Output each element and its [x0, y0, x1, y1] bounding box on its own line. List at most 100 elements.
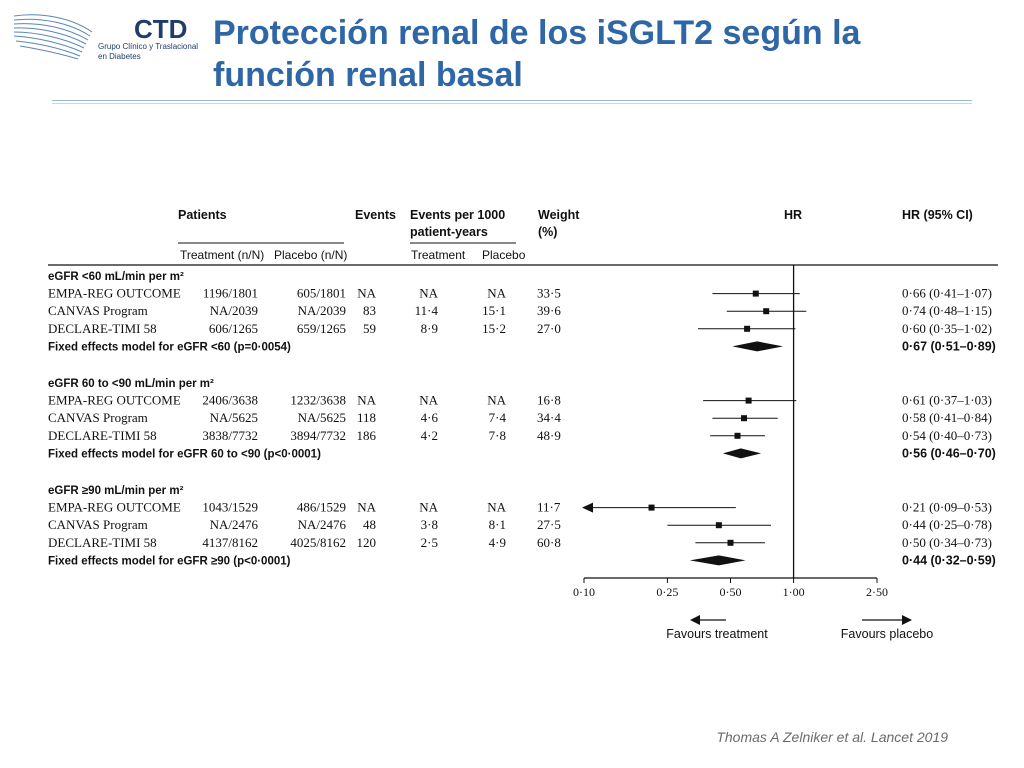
cell-treatment: 4137/8162	[202, 535, 258, 550]
arrow-left-icon	[690, 615, 700, 625]
cell-ep-placebo: NA	[487, 286, 506, 301]
header-weight: Weight	[538, 208, 580, 222]
study-name: CANVAS Program	[48, 303, 148, 318]
cell-placebo: 486/1529	[297, 500, 346, 515]
x-tick-label: 0·50	[720, 585, 742, 599]
cell-weight: 27·0	[537, 321, 561, 336]
hr-point	[648, 504, 655, 511]
cell-ep-treatment: 4·2	[421, 428, 438, 443]
cell-hr-ci: 0·66 (0·41–1·07)	[902, 286, 992, 301]
cell-ep-placebo: 15·2	[482, 321, 506, 336]
cell-events: NA	[357, 393, 376, 408]
cell-placebo: 3894/7732	[290, 428, 346, 443]
cell-events: NA	[357, 500, 376, 515]
cell-ep-treatment: 11·4	[415, 303, 439, 318]
cell-ep-treatment: 2·5	[421, 535, 438, 550]
pooled-label: Fixed effects model for eGFR <60 (p=0·00…	[48, 341, 291, 353]
logo-swoosh-icon	[13, 14, 93, 60]
cell-treatment: 1196/1801	[203, 286, 258, 301]
cell-ep-placebo: 7·8	[489, 428, 506, 443]
header-events-per-1000: Events per 1000	[410, 208, 505, 222]
cell-ep-treatment: 4·6	[421, 410, 439, 425]
favours-placebo-label: Favours placebo	[841, 627, 933, 641]
x-tick-label: 0·10	[573, 585, 595, 599]
cell-hr-ci: 0·58 (0·41–0·84)	[902, 410, 992, 425]
header-placebo: Placebo (n/N)	[274, 248, 347, 262]
cell-hr-ci: 0·44 (0·25–0·78)	[902, 517, 992, 532]
cell-ep-placebo: NA	[487, 500, 506, 515]
cell-events: 59	[363, 321, 376, 336]
logo-subtitle-2: en Diabetes	[98, 52, 141, 61]
citation: Thomas A Zelniker et al. Lancet 2019	[716, 729, 948, 745]
subgroup-label: eGFR <60 mL/min per m²	[48, 271, 184, 283]
cell-hr-ci: 0·60 (0·35–1·02)	[902, 321, 992, 336]
pooled-label: Fixed effects model for eGFR ≥90 (p<0·00…	[48, 555, 291, 567]
header-patients: Patients	[178, 208, 227, 222]
study-name: DECLARE-TIMI 58	[48, 428, 157, 443]
cell-placebo: NA/2476	[298, 517, 347, 532]
title-divider-secondary	[52, 103, 972, 104]
cell-weight: 39·6	[537, 303, 561, 318]
cell-ep-placebo: 7·4	[489, 410, 507, 425]
ctd-logo: CTD Grupo Clínico y Traslacional en Diab…	[13, 14, 198, 61]
header-ep-placebo: Placebo	[482, 248, 526, 262]
cell-weight: 16·8	[537, 393, 561, 408]
cell-weight: 27·5	[537, 517, 561, 532]
cell-treatment: 3838/7732	[202, 428, 258, 443]
study-name: DECLARE-TIMI 58	[48, 535, 157, 550]
cell-treatment: 606/1265	[209, 321, 258, 336]
hr-point	[734, 432, 741, 439]
header-patient-years: patient-years	[410, 225, 488, 239]
cell-treatment: 2406/3638	[202, 393, 258, 408]
cell-ep-treatment: NA	[419, 286, 438, 301]
pooled-hr-ci: 0·56 (0·46–0·70)	[902, 446, 996, 460]
cell-events: 48	[363, 517, 376, 532]
cell-ep-placebo: NA	[487, 393, 506, 408]
hr-point	[727, 539, 734, 546]
cell-events: 120	[357, 535, 377, 550]
subgroup-label: eGFR ≥90 mL/min per m²	[48, 485, 184, 497]
cell-hr-ci: 0·74 (0·48–1·15)	[902, 303, 992, 318]
hr-point	[745, 397, 752, 404]
pooled-diamond	[732, 341, 783, 352]
cell-hr-ci: 0·61 (0·37–1·03)	[902, 393, 992, 408]
ci-arrow-left	[582, 502, 593, 513]
hr-point	[715, 522, 722, 529]
pooled-diamond	[722, 448, 762, 459]
cell-placebo: 605/1801	[297, 286, 346, 301]
hr-point	[763, 308, 770, 315]
study-name: EMPA-REG OUTCOME	[48, 286, 181, 301]
study-name: DECLARE-TIMI 58	[48, 321, 157, 336]
logo-text: CTD	[134, 14, 187, 44]
study-name: EMPA-REG OUTCOME	[48, 500, 181, 515]
hr-point	[744, 325, 751, 332]
cell-ep-treatment: 8·9	[421, 321, 438, 336]
cell-ep-placebo: 4·9	[489, 535, 506, 550]
slide-title: Protección renal de los iSGLT2 según la …	[213, 14, 861, 94]
cell-events: 118	[357, 410, 376, 425]
cell-ep-treatment: 3·8	[421, 517, 438, 532]
cell-events: NA	[357, 286, 376, 301]
cell-placebo: NA/5625	[298, 410, 346, 425]
cell-ep-placebo: 15·1	[482, 303, 506, 318]
cell-placebo: NA/2039	[298, 303, 346, 318]
study-name: EMPA-REG OUTCOME	[48, 393, 181, 408]
cell-hr-ci: 0·50 (0·34–0·73)	[902, 535, 992, 550]
header-ep-treatment: Treatment	[411, 248, 466, 262]
header-weight-unit: (%)	[538, 225, 557, 239]
header-treatment: Treatment (n/N)	[180, 248, 264, 262]
cell-weight: 60·8	[537, 535, 561, 550]
cell-placebo: 4025/8162	[290, 535, 346, 550]
header-hr-ci: HR (95% CI)	[902, 208, 973, 222]
cell-ep-placebo: 8·1	[489, 517, 506, 532]
cell-treatment: 1043/1529	[202, 500, 258, 515]
cell-weight: 33·5	[537, 286, 561, 301]
title-divider	[52, 100, 972, 101]
cell-weight: 48·9	[537, 428, 561, 443]
cell-hr-ci: 0·21 (0·09–0·53)	[902, 500, 992, 515]
cell-weight: 11·7	[537, 500, 561, 515]
arrow-right-icon	[902, 615, 912, 625]
cell-ep-treatment: NA	[419, 500, 438, 515]
cell-treatment: NA/2039	[210, 303, 258, 318]
